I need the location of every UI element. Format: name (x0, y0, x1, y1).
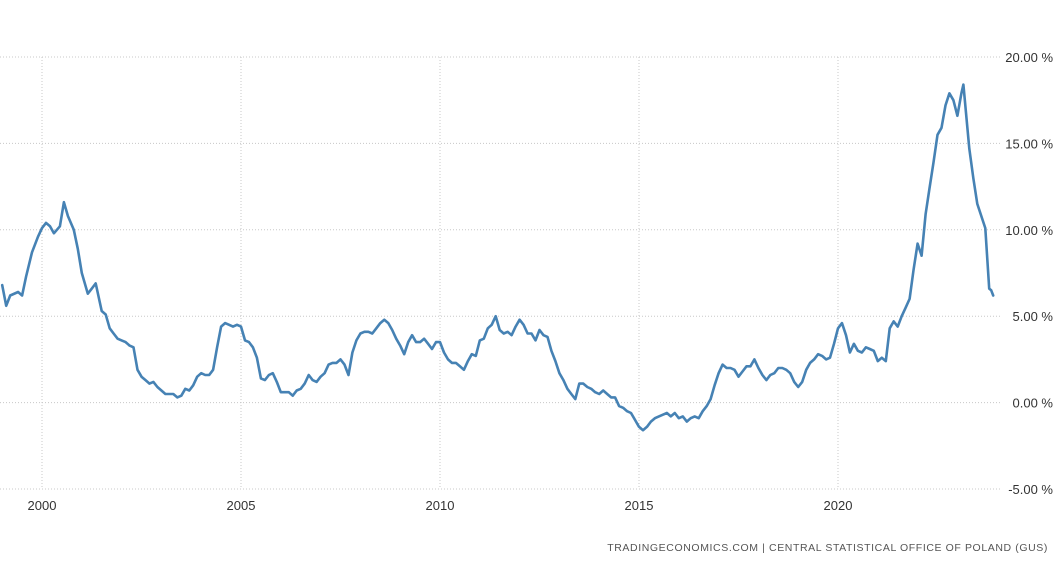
x-gridlines (41, 57, 839, 489)
x-tick-label: 2000 (28, 498, 57, 513)
x-tick-label: 2015 (625, 498, 654, 513)
y-gridlines (0, 56, 1000, 490)
y-tick-label: 10.00 % (1005, 223, 1053, 238)
y-tick-label: 5.00 % (1013, 309, 1054, 324)
y-tick-label: 15.00 % (1005, 136, 1053, 151)
y-axis-labels: 20.00 % 15.00 % 10.00 % 5.00 % 0.00 % -5.00 % (1005, 50, 1053, 497)
x-axis-labels: 2000 2005 2010 2015 2020 (28, 498, 853, 513)
series-layer (0, 83, 995, 432)
y-tick-label: 20.00 % (1005, 50, 1053, 65)
source-credit: TRADINGECONOMICS.COM | CENTRAL STATISTIC… (607, 542, 1048, 554)
x-tick-label: 2020 (824, 498, 853, 513)
series-line (0, 83, 995, 432)
y-tick-label: -5.00 % (1008, 482, 1053, 497)
y-tick-label: 0.00 % (1013, 396, 1054, 411)
x-tick-label: 2005 (227, 498, 256, 513)
x-tick-label: 2010 (426, 498, 455, 513)
